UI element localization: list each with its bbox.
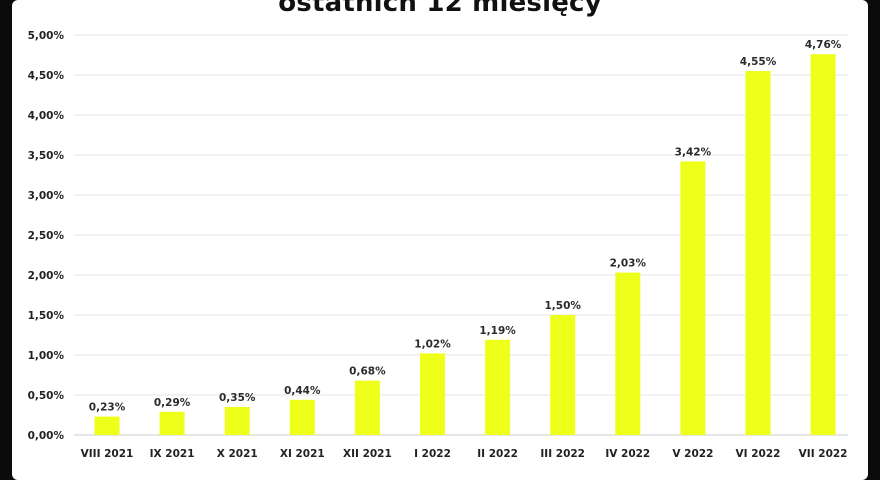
bar-value-label: 4,55% (740, 56, 777, 68)
bar (745, 71, 771, 435)
chart-card: ostatnich 12 miesięcy 0,00% 0,50% 1,00% 1,5… (12, 0, 868, 480)
bar-value-label: 1,50% (544, 300, 581, 312)
label-layer: 0,00% 0,50% 1,00% 1,50% 2,00% 2,50% 3,00% 3,50%… (28, 30, 848, 460)
bar (354, 380, 380, 435)
x-tick-label: IX 2021 (150, 448, 195, 460)
bar (680, 161, 706, 435)
bar (224, 407, 250, 435)
bar (485, 339, 511, 435)
bar-value-label: 4,76% (805, 39, 842, 51)
bar (289, 399, 315, 435)
x-tick-label: V 2022 (672, 448, 713, 460)
bar (159, 411, 185, 435)
y-tick-label: 1,50% (28, 310, 65, 322)
bar-value-label: 1,02% (414, 338, 451, 350)
y-tick-label: 3,00% (28, 190, 65, 202)
x-tick-label: XI 2021 (280, 448, 325, 460)
bar-layer (94, 54, 836, 435)
y-tick-label: 1,00% (28, 350, 65, 362)
bar-value-label: 2,03% (610, 258, 647, 270)
y-tick-label: 0,00% (28, 430, 65, 442)
bar-value-label: 3,42% (675, 146, 712, 158)
x-tick-label: XII 2021 (343, 448, 392, 460)
y-tick-label: 0,50% (28, 390, 65, 402)
bar-chart: 0,00% 0,50% 1,00% 1,50% 2,00% 2,50% 3,00% 3,50%… (28, 30, 848, 460)
bar (420, 353, 445, 435)
bar-value-label: 0,29% (154, 397, 191, 409)
x-tick-label: II 2022 (477, 448, 518, 460)
bar-value-label: 0,35% (219, 392, 256, 404)
bar-value-label: 0,23% (89, 402, 126, 414)
y-tick-label: 5,00% (28, 30, 65, 42)
bar (94, 416, 120, 435)
x-tick-label: I 2022 (414, 448, 451, 460)
bar (615, 272, 641, 435)
chart-title: ostatnich 12 miesięcy (278, 0, 602, 18)
y-tick-label: 2,00% (28, 270, 65, 282)
y-tick-label: 4,50% (28, 70, 65, 82)
y-tick-label: 4,00% (28, 110, 65, 122)
x-tick-label: VIII 2021 (81, 448, 134, 460)
y-tick-label: 3,50% (28, 150, 65, 162)
bar-value-label: 0,68% (349, 366, 386, 378)
x-tick-label: VII 2022 (799, 448, 848, 460)
bar (810, 54, 836, 435)
x-tick-label: IV 2022 (605, 448, 650, 460)
x-tick-label: VI 2022 (736, 448, 781, 460)
bar (550, 315, 576, 435)
x-tick-label: X 2021 (217, 448, 258, 460)
grid-layer (74, 34, 848, 436)
x-tick-label: III 2022 (540, 448, 585, 460)
y-tick-label: 2,50% (28, 230, 65, 242)
bar-value-label: 0,44% (284, 385, 321, 397)
bar-value-label: 1,19% (479, 325, 516, 337)
